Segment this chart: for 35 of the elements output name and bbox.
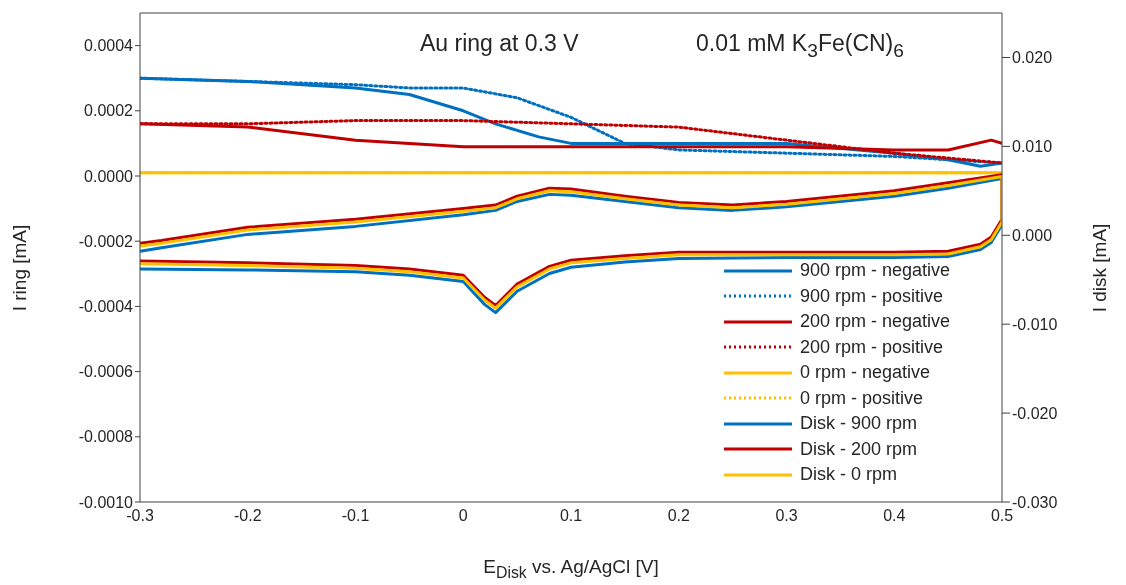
x-tick-label: -0.2	[233, 507, 262, 525]
x-tick-label: 0.5	[990, 507, 1014, 525]
x-tick-label: -0.1	[341, 507, 370, 525]
y2-tick-label: 0.020	[1012, 49, 1053, 67]
x-tick-label: 0.4	[883, 507, 906, 525]
x-tick-label: 0.2	[667, 507, 690, 525]
x-tick-label: 0	[458, 507, 468, 525]
y2-tick-label: 0.000	[1012, 226, 1053, 244]
y2-tick-label: 0.010	[1012, 138, 1053, 156]
y-tick-label: 0.0004	[84, 37, 134, 55]
legend-label: 0 rpm - negative	[800, 361, 931, 384]
y-tick-label: -0.0008	[78, 428, 134, 446]
x-axis-title: E$_{Disk}$ vs. Ag/AgCl [V]	[482, 556, 660, 582]
legend-label: 200 rpm - positive	[800, 335, 944, 359]
x-tick-label: 0.3	[775, 507, 798, 525]
y-tick-label: -0.0002	[78, 232, 134, 250]
annotation: Au ring at 0.3 V	[420, 30, 579, 57]
y-tick-label: -0.0004	[78, 298, 134, 316]
legend-label: Disk - 900 rpm	[800, 412, 918, 435]
legend-label: 900 rpm - negative	[800, 259, 951, 282]
y-tick-label: 0.0002	[84, 102, 134, 120]
y2-tick-label: -0.020	[1012, 404, 1058, 422]
x-tick-label: 0.1	[559, 507, 583, 525]
legend-label: Disk - 200 rpm	[800, 437, 918, 461]
legend-label: 200 rpm - negative	[800, 310, 951, 333]
legend-label: Disk - 0 rpm	[800, 463, 898, 486]
annotation: 0.01 mM K$_{3}$Fe(CN)$_{6}$	[696, 30, 904, 62]
y2-axis-title: I disk [mA]	[1089, 223, 1111, 313]
y2-tick-label: -0.010	[1012, 315, 1058, 333]
y2-tick-label: -0.030	[1012, 493, 1058, 511]
y-tick-label: -0.0006	[78, 363, 134, 381]
y-axis-title: I ring [mA]	[9, 224, 31, 312]
y-tick-label: 0.0000	[84, 167, 134, 185]
legend-label: 900 rpm - positive	[800, 284, 944, 308]
legend-label: 0 rpm - positive	[800, 386, 924, 410]
